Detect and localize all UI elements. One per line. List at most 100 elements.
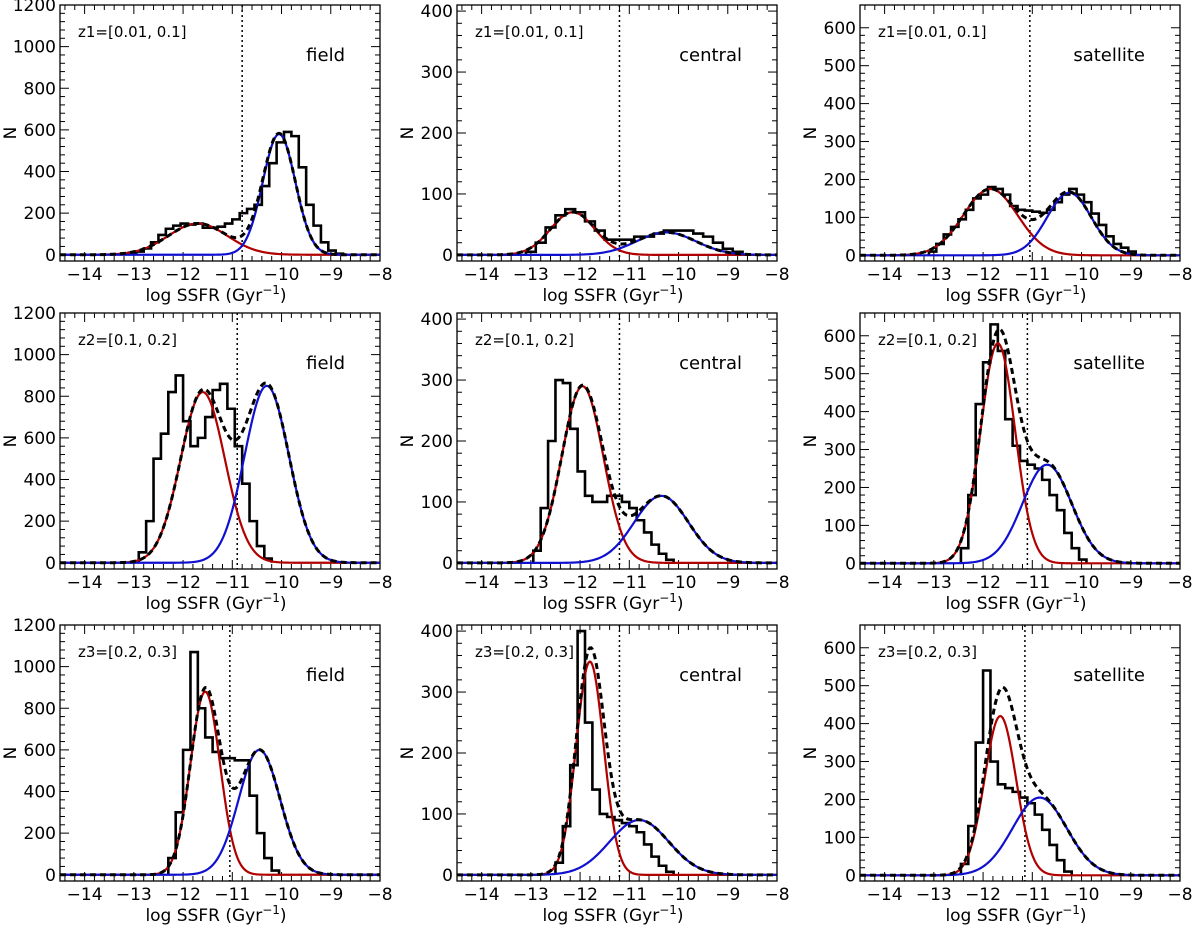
y-tick-label: 300 [421, 63, 453, 83]
x-tick-label: −9 [715, 885, 740, 905]
x-axis-label-main: log SSFR (Gyr [145, 906, 262, 926]
population-label: field [306, 665, 345, 686]
x-axis-label: log SSFR (Gyr−1) [145, 591, 286, 614]
chart-panel-z3-satellite: −14 −13 −12 −11 −10 −9 −8 0 100 200 300 400 500 600 z3… [801, 624, 1193, 926]
y-tick-label: 400 [824, 715, 856, 735]
x-axis-label-exponent: −1 [262, 591, 280, 605]
x-axis-label-close: ) [1080, 906, 1087, 926]
x-tick-label: −10 [661, 573, 697, 593]
red-gaussian-curve [457, 385, 777, 564]
x-axis-label: log SSFR (Gyr−1) [945, 283, 1086, 306]
x-tick-label: −10 [661, 265, 697, 285]
y-tick-label: 1200 [13, 616, 56, 636]
y-tick-label: 400 [421, 310, 453, 330]
x-tick-label: −9 [318, 885, 343, 905]
x-tick-label: −8 [1167, 885, 1192, 905]
x-axis-label-close: ) [677, 286, 684, 306]
x-tick-label: −9 [1118, 573, 1143, 593]
y-tick-label: 600 [824, 19, 856, 39]
x-axis-label-close: ) [280, 906, 287, 926]
y-axis-label: N [1, 435, 21, 448]
y-axis-label: N [398, 747, 418, 760]
x-tick-label: −10 [1064, 885, 1100, 905]
population-label: satellite [1073, 45, 1145, 66]
population-label: central [679, 665, 742, 686]
x-tick-label: −10 [264, 885, 300, 905]
y-tick-label: 1000 [13, 346, 56, 366]
histogram-steps [959, 669, 1073, 876]
plot-frame [456, 624, 778, 882]
x-tick-label: −13 [513, 885, 549, 905]
x-tick-label: −8 [764, 265, 789, 285]
y-tick-label: 400 [421, 2, 453, 22]
x-tick-label: −10 [264, 265, 300, 285]
x-tick-label: −10 [1064, 573, 1100, 593]
plot-frame [59, 624, 381, 882]
x-axis-label-close: ) [280, 594, 287, 614]
x-tick-label: −12 [562, 885, 598, 905]
x-tick-label: −13 [116, 573, 152, 593]
y-tick-label: 800 [24, 387, 56, 407]
plot-frame [59, 312, 381, 570]
y-tick-label: 600 [24, 121, 56, 141]
x-tick-label: −8 [1167, 573, 1192, 593]
total-fit-curve [457, 383, 777, 565]
x-tick-label: −9 [1118, 265, 1143, 285]
histogram-steps [554, 629, 675, 875]
population-label: central [679, 45, 742, 66]
y-tick-label: 100 [824, 516, 856, 536]
x-axis-label-exponent: −1 [1062, 903, 1080, 917]
blue-gaussian-curve [60, 132, 380, 256]
chart-panel-z1-satellite: −14 −13 −12 −11 −10 −9 −8 0 100 200 300 400 500 600 z1… [801, 4, 1193, 306]
x-tick-label: −13 [916, 885, 952, 905]
x-tick-label: −14 [67, 265, 103, 285]
y-tick-label: 200 [421, 124, 453, 144]
x-tick-label: −14 [67, 885, 103, 905]
x-tick-label: −12 [165, 573, 201, 593]
redshift-bin-label: z3=[0.2, 0.3] [878, 643, 977, 661]
population-label: field [306, 45, 345, 66]
y-tick-label: 200 [24, 204, 56, 224]
x-tick-label: −10 [264, 573, 300, 593]
x-axis-label: log SSFR (Gyr−1) [945, 903, 1086, 926]
x-axis-label-exponent: −1 [262, 903, 280, 917]
x-axis-label: log SSFR (Gyr−1) [542, 283, 683, 306]
y-tick-label: 0 [845, 554, 856, 574]
population-label: satellite [1073, 665, 1145, 686]
y-axis-label: N [801, 747, 821, 760]
y-tick-label: 300 [824, 441, 856, 461]
y-tick-label: 0 [845, 246, 856, 266]
plot-frame [456, 4, 778, 262]
y-tick-label: 500 [824, 677, 856, 697]
y-tick-label: 300 [824, 753, 856, 773]
redshift-bin-label: z1=[0.01, 0.1] [78, 23, 186, 41]
plot-frame [456, 312, 778, 570]
y-axis-label: N [801, 127, 821, 140]
y-tick-label: 0 [442, 554, 453, 574]
y-tick-label: 0 [442, 246, 453, 266]
y-tick-label: 500 [824, 57, 856, 77]
red-gaussian-curve [860, 187, 1180, 257]
x-tick-label: −11 [611, 573, 647, 593]
y-tick-label: 500 [824, 365, 856, 385]
y-axis-label: N [1, 127, 21, 140]
x-tick-label: −12 [562, 573, 598, 593]
histogram-steps [167, 650, 281, 875]
total-fit-curve [457, 646, 777, 877]
y-tick-label: 600 [24, 741, 56, 761]
x-tick-label: −14 [67, 573, 103, 593]
histogram-steps [137, 374, 273, 563]
blue-gaussian-curve [860, 463, 1180, 565]
x-tick-label: −13 [916, 573, 952, 593]
chart-panel-z2-central: −14 −13 −12 −11 −10 −9 −8 0 100 200 300 400 z2=[0.1,… [398, 310, 790, 614]
y-tick-label: 200 [421, 744, 453, 764]
y-axis-label: N [801, 435, 821, 448]
y-tick-label: 200 [824, 478, 856, 498]
x-tick-label: −11 [611, 265, 647, 285]
redshift-bin-label: z2=[0.1, 0.2] [78, 331, 177, 349]
x-tick-label: −12 [165, 265, 201, 285]
histogram-steps [532, 378, 675, 563]
y-tick-label: 400 [824, 403, 856, 423]
total-fit-curve [60, 131, 380, 257]
x-tick-label: −14 [867, 265, 903, 285]
